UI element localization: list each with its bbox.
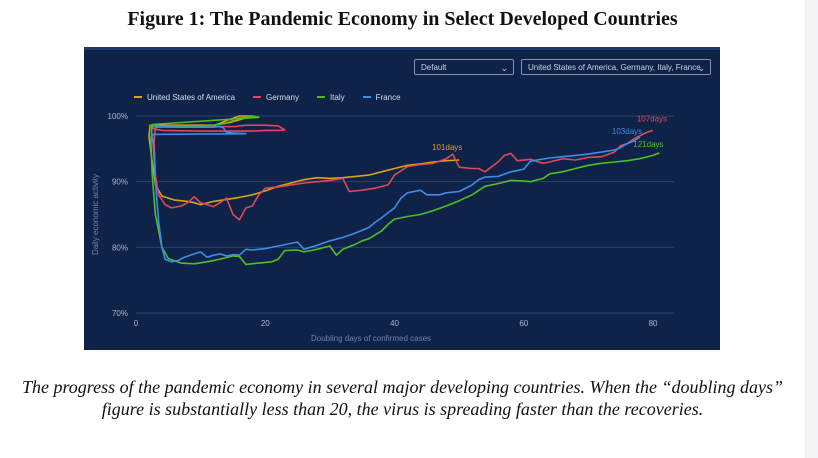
y-tick-label: 70% bbox=[112, 309, 128, 318]
x-axis-label: Doubling days of confirmed cases bbox=[311, 334, 431, 343]
page-edge-strip bbox=[805, 0, 818, 458]
y-tick-label: 100% bbox=[108, 112, 128, 121]
legend-item-usa[interactable]: United States of America bbox=[134, 93, 235, 102]
series-line-germany bbox=[148, 124, 654, 221]
series-line-france bbox=[148, 124, 641, 263]
legend-label: Germany bbox=[266, 92, 299, 102]
legend-label: Italy bbox=[329, 92, 345, 102]
mode-select[interactable]: Default ⌄ bbox=[414, 59, 514, 75]
y-tick-label: 80% bbox=[112, 243, 128, 252]
legend-swatch bbox=[316, 96, 325, 98]
line-chart: 70% 80% 90% 100% 0 20 40 60 80 Doubling days of c… bbox=[91, 112, 674, 343]
legend-label: France bbox=[375, 92, 401, 102]
end-label-germany: 107days bbox=[637, 114, 667, 123]
countries-select[interactable]: United States of America, Germany, Italy… bbox=[521, 59, 711, 75]
end-label-france: 103days bbox=[612, 127, 642, 136]
x-tick-label: 60 bbox=[519, 319, 528, 328]
legend-swatch bbox=[362, 96, 371, 98]
legend-item-italy[interactable]: Italy bbox=[316, 92, 345, 102]
end-label-usa: 101days bbox=[432, 143, 462, 152]
legend-item-germany[interactable]: Germany bbox=[253, 93, 299, 102]
end-label-italy: 121days bbox=[633, 140, 663, 149]
x-tick-label: 20 bbox=[261, 319, 270, 328]
chevron-down-icon[interactable]: ⌄ bbox=[500, 63, 508, 73]
legend-swatch bbox=[134, 96, 142, 98]
mode-select-value: Default bbox=[421, 63, 447, 72]
x-tick-label: 80 bbox=[649, 319, 658, 328]
series-line-italy bbox=[148, 115, 660, 266]
legend-item-france[interactable]: France bbox=[362, 92, 401, 102]
chart-panel: Default ⌄ United States of America, Germ… bbox=[84, 47, 720, 350]
figure-caption: The progress of the pandemic economy in … bbox=[21, 377, 784, 419]
x-tick-label: 40 bbox=[390, 319, 399, 328]
x-tick-label: 0 bbox=[134, 319, 139, 328]
legend-label: United States of America bbox=[147, 92, 236, 102]
chevron-down-icon[interactable]: ⌄ bbox=[697, 63, 705, 73]
y-tick-label: 90% bbox=[112, 178, 128, 187]
chart-legend: United States of America Germany Italy Fran… bbox=[134, 91, 401, 103]
legend-swatch bbox=[253, 96, 262, 98]
countries-select-value: United States of America, Germany, Italy… bbox=[528, 63, 701, 72]
figure-title: Figure 1: The Pandemic Economy in Select… bbox=[127, 8, 678, 30]
panel-top-border bbox=[84, 47, 720, 50]
y-axis-label: Daily economic activity bbox=[91, 174, 100, 255]
